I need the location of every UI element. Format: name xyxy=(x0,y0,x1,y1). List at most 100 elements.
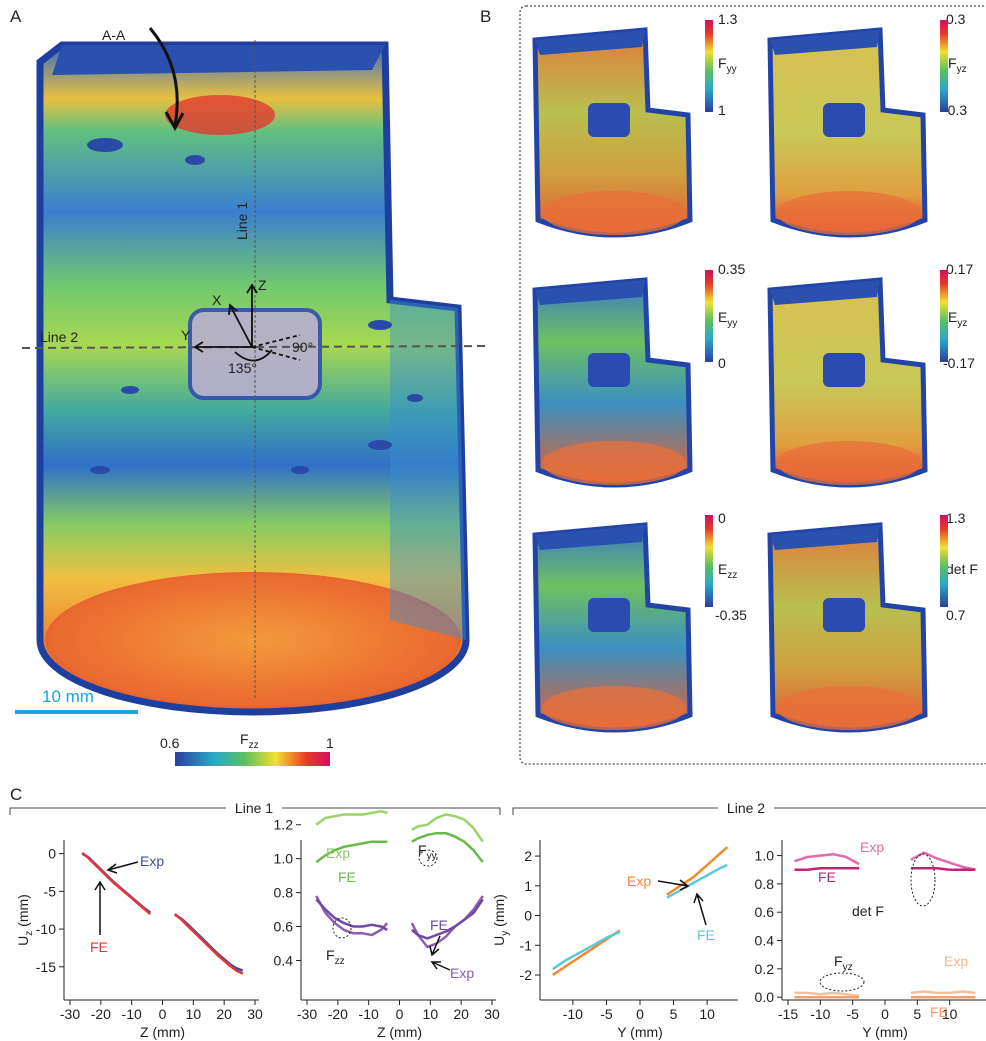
x-tick-label: 30 xyxy=(484,1006,500,1022)
y-tick-label: 0.2 xyxy=(755,961,775,977)
y-tick-label: 2 xyxy=(524,848,532,864)
y-tick-label: 0.6 xyxy=(274,919,294,935)
group-label: Line 1 xyxy=(235,800,273,816)
section-label: A-A xyxy=(102,27,126,43)
x-tick-label: 0 xyxy=(159,1006,167,1022)
annotation: FE xyxy=(930,1004,948,1020)
annotation: det F xyxy=(852,903,884,919)
x-tick-label: -10 xyxy=(563,1006,583,1022)
y-tick-label: -15 xyxy=(36,959,56,975)
y-tick-label: 0.8 xyxy=(274,885,294,901)
y-axis-label-base: U xyxy=(491,936,507,946)
annotation: Fyy xyxy=(418,842,437,862)
x-axis-label: Y (mm) xyxy=(617,1024,663,1040)
colorbar-min: 1 xyxy=(718,102,726,118)
colorbar xyxy=(940,270,948,362)
x-axis-label: Y (mm) xyxy=(862,1024,908,1040)
x-tick-label: 30 xyxy=(247,1006,263,1022)
angle-label: 135° xyxy=(228,360,257,376)
render-bottom xyxy=(542,441,686,485)
x-tick-label: -30 xyxy=(60,1006,80,1022)
panel-label: A xyxy=(10,7,22,26)
colorbar-title: Fzz xyxy=(240,731,259,751)
colorbar-title: det F xyxy=(946,561,978,577)
panel-label: C xyxy=(10,785,22,804)
figure: A A-A Line 1 Line 2 X Y Z 90° 135° 10 mm… xyxy=(0,0,986,1041)
x-tick-label: 10 xyxy=(423,1006,439,1022)
annotation: FE xyxy=(90,939,108,955)
y-tick-label: -5 xyxy=(44,883,57,899)
render-bottom xyxy=(777,441,921,485)
colorbar-max: 0 xyxy=(718,510,726,526)
charts: 0-5-10-15-30-20-100102030Z (mm)Uz (mm)0.… xyxy=(15,811,986,1040)
colorbar-max: 1 xyxy=(326,735,334,751)
colorbar-min: 0.7 xyxy=(946,607,966,623)
render-bottom xyxy=(542,686,686,730)
y-tick-label: 0.0 xyxy=(755,989,775,1005)
colorbar xyxy=(705,515,713,607)
colorbar-min: 0.6 xyxy=(160,735,180,751)
annotation: FE xyxy=(338,869,356,885)
colorbar-max: 0.17 xyxy=(946,261,973,277)
panel-label: B xyxy=(480,7,491,26)
x-tick-label: -5 xyxy=(846,1006,859,1022)
x-tick-label: 20 xyxy=(216,1006,232,1022)
x-tick-label: -20 xyxy=(328,1006,348,1022)
annotation: FE xyxy=(818,869,836,885)
annotation: Exp xyxy=(627,873,651,889)
y-tick-label: -2 xyxy=(520,967,533,983)
annotation: Exp xyxy=(326,845,350,861)
annotation: Fyz xyxy=(834,953,853,973)
colorbar-max: 1.3 xyxy=(718,11,738,27)
y-tick-label: 0 xyxy=(48,846,56,862)
axis-x-label: X xyxy=(212,292,222,308)
line-2-label: Line 2 xyxy=(40,329,78,345)
group-bracket xyxy=(10,808,986,815)
colorbar-title: Fyy xyxy=(718,55,737,75)
x-tick-label: 0 xyxy=(636,1006,644,1022)
series-line xyxy=(316,899,483,938)
axis-y-label: Y xyxy=(181,327,191,343)
y-tick-label: 0.4 xyxy=(274,952,294,968)
angle-label: 90° xyxy=(292,339,313,355)
x-tick-label: -30 xyxy=(297,1006,317,1022)
render-hole xyxy=(823,353,865,387)
y-tick-label: 1 xyxy=(524,878,532,894)
x-tick-label: -20 xyxy=(91,1006,111,1022)
y-tick-label: 0 xyxy=(524,908,532,924)
annotation: Exp xyxy=(944,953,968,969)
x-tick-label: -5 xyxy=(600,1006,613,1022)
colorbar xyxy=(705,20,713,112)
x-tick-label: -10 xyxy=(359,1006,379,1022)
y-tick-label: 0.4 xyxy=(755,933,775,949)
y-axis-label-rest: (mm) xyxy=(491,894,507,931)
y-tick-label: 1.0 xyxy=(755,848,775,864)
render-hole xyxy=(588,598,630,632)
x-tick-label: 20 xyxy=(453,1006,469,1022)
annotation: Exp xyxy=(450,965,474,981)
colorbar-min: -0.35 xyxy=(715,607,747,623)
render-bottom xyxy=(777,191,921,235)
x-tick-label: 0 xyxy=(881,1006,889,1022)
specimen-render xyxy=(40,45,466,712)
x-tick-label: 10 xyxy=(699,1006,715,1022)
map-renders xyxy=(535,30,925,730)
render-hole xyxy=(588,103,630,137)
x-axis-label: Z (mm) xyxy=(140,1024,185,1040)
y-axis-label-base: U xyxy=(15,936,31,946)
colorbar xyxy=(940,20,948,112)
scale-bar-label: 10 mm xyxy=(42,687,94,706)
colorbar-title: Eyy xyxy=(718,309,737,329)
colorbar xyxy=(175,752,330,766)
x-tick-label: 0 xyxy=(396,1006,404,1022)
annotation: Fzz xyxy=(326,947,345,967)
colorbar-title: Eyz xyxy=(948,309,967,329)
group-label: Line 2 xyxy=(727,800,765,816)
axis-z-label: Z xyxy=(258,277,267,293)
series-line xyxy=(82,853,242,974)
x-tick-label: -10 xyxy=(810,1006,830,1022)
y-tick-label: -10 xyxy=(36,921,56,937)
y-tick-label: -1 xyxy=(520,937,533,953)
